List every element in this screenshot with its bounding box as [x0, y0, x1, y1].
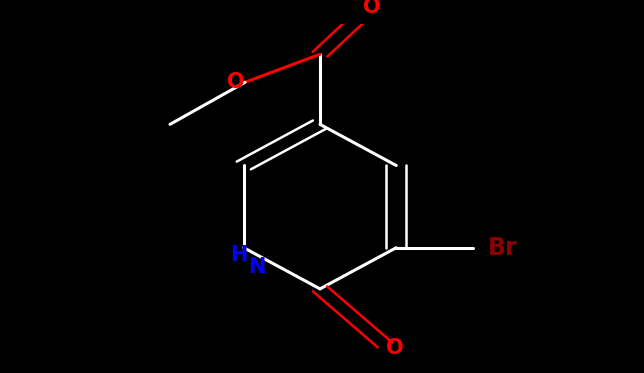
Text: Br: Br	[488, 236, 517, 260]
Text: O: O	[363, 0, 380, 17]
Text: O: O	[386, 338, 404, 358]
Text: N: N	[248, 257, 265, 277]
Text: H: H	[230, 245, 247, 265]
Text: O: O	[227, 72, 244, 92]
